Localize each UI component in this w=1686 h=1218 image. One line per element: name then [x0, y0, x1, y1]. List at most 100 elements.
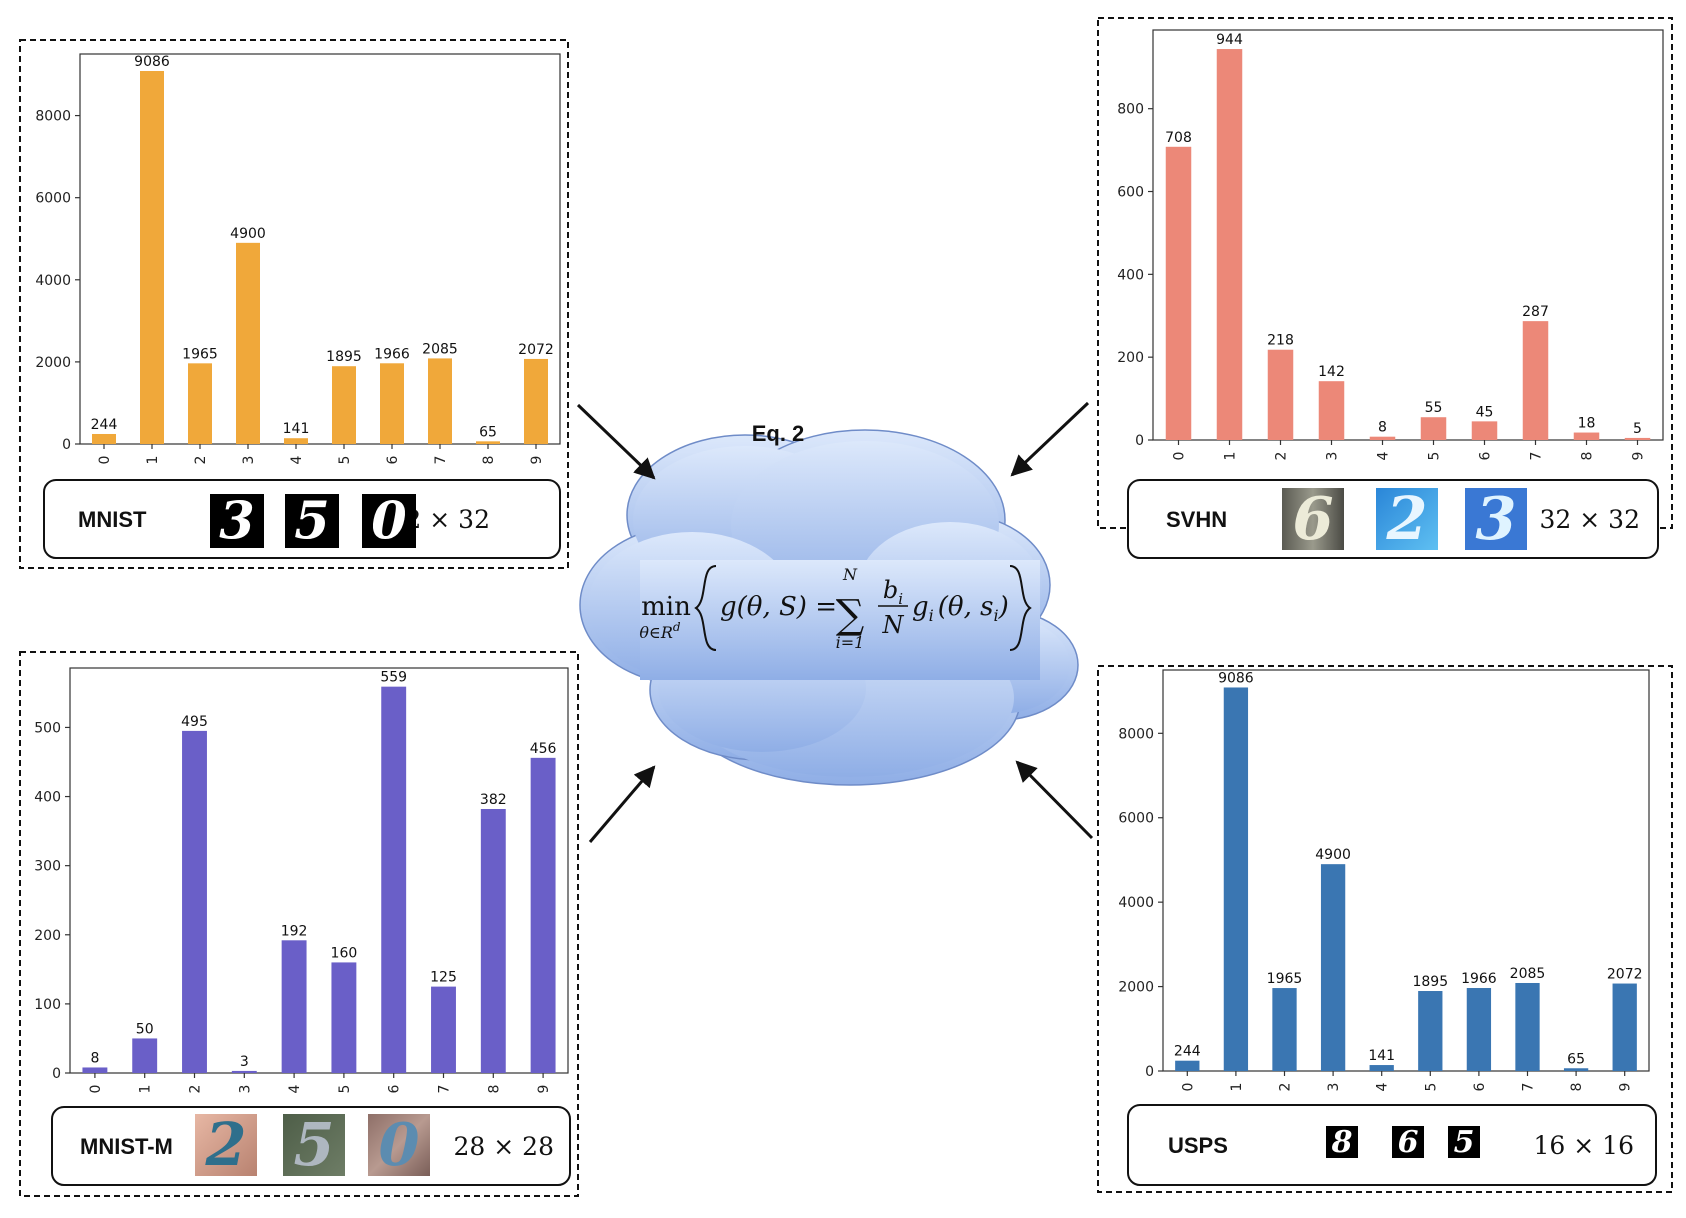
data-label: 2085 [422, 341, 458, 357]
panel-frame [19, 39, 569, 569]
y-tick-label: 500 [34, 720, 61, 736]
thumbnail-background [1376, 488, 1438, 550]
x-tick-label: 8 [1569, 1083, 1585, 1092]
eq-left-brace [694, 565, 717, 651]
x-tick-label: 6 [1472, 1082, 1488, 1091]
data-label: 1895 [1412, 974, 1448, 990]
data-label: 65 [479, 424, 497, 440]
y-tick-label: 0 [1145, 1064, 1154, 1080]
x-tick-label: 5 [337, 1085, 353, 1094]
thumbnail-background [285, 494, 339, 548]
bar-5 [1420, 417, 1447, 440]
y-tick-label: 100 [34, 997, 61, 1013]
sample-thumbnail: 0 [362, 491, 416, 551]
x-tick-label: 9 [1631, 452, 1647, 461]
thumbnail-digit: 6 [1398, 1125, 1419, 1160]
sample-thumbnail: 0 [368, 1110, 430, 1179]
data-label: 4900 [230, 226, 266, 242]
bar-5 [332, 366, 356, 444]
x-tick-label: 8 [486, 1085, 502, 1094]
x-tick-label: 2 [1278, 1083, 1294, 1092]
sample-thumbnail: 2 [1376, 484, 1438, 553]
y-tick-label: 6000 [35, 191, 71, 207]
x-tick-label: 0 [1180, 1083, 1196, 1092]
eq-label: Eq. 2 [752, 421, 805, 446]
thumbnail-background [1326, 1126, 1358, 1158]
x-tick-label: 9 [1618, 1083, 1634, 1092]
bar-3 [236, 242, 260, 444]
thumbnail-digit: 2 [204, 1110, 246, 1179]
bar-8 [480, 808, 506, 1073]
data-label: 3 [240, 1054, 249, 1070]
bar-1 [1216, 49, 1243, 440]
y-tick-label: 200 [1117, 350, 1144, 366]
data-label: 8 [1378, 420, 1387, 436]
bar-2 [1272, 988, 1297, 1071]
bar-9 [530, 757, 556, 1073]
data-label: 192 [281, 923, 308, 939]
x-tick-label: 5 [1427, 452, 1443, 461]
bar-4 [281, 940, 307, 1073]
thumbnail-digit: 5 [294, 491, 330, 551]
data-label: 5 [1633, 421, 1642, 437]
data-label: 218 [1267, 333, 1294, 349]
dataset-label-box: MNIST 32 × 323 5 0 [43, 479, 561, 559]
data-label: 244 [91, 417, 118, 433]
bar-5 [331, 962, 357, 1073]
sample-thumbnail: 8 [1326, 1125, 1358, 1160]
bar-7 [1522, 321, 1549, 440]
x-tick-label: 9 [529, 456, 545, 465]
data-label: 287 [1522, 304, 1549, 320]
bar-7 [431, 986, 456, 1073]
bar-9 [1624, 437, 1651, 440]
bar-8 [476, 441, 500, 444]
x-tick-label: 5 [337, 456, 353, 465]
x-tick-label: 4 [1375, 1082, 1391, 1091]
data-label: 495 [181, 714, 208, 730]
sample-thumbnail: 5 [285, 491, 339, 551]
thumbnail-background [1465, 488, 1527, 550]
x-tick-label: 2 [1274, 452, 1290, 461]
bar-5 [1418, 991, 1443, 1071]
panel-mnist: 0200040006000800024409086119652490031414… [19, 39, 569, 569]
y-tick-label: 400 [1117, 267, 1144, 283]
data-label: 125 [430, 970, 457, 986]
data-label: 1965 [1267, 971, 1303, 987]
eq-rhs: gi (θ, si) [912, 592, 1009, 625]
client-panels: 0200040006000800024409086119652490031414… [19, 17, 1673, 1197]
x-tick-label: 6 [1478, 451, 1494, 460]
bar-9 [1612, 983, 1637, 1071]
bar-2 [182, 730, 207, 1073]
y-tick-label: 200 [34, 928, 61, 944]
data-label: 559 [380, 670, 407, 686]
data-label: 2072 [518, 342, 554, 358]
panel-usps: 0 2000 4000 6000 8000 244 0 9086 1 1965 2 4900 3 141 4… [1097, 665, 1673, 1193]
data-label: 160 [331, 945, 358, 961]
y-tick-label: 600 [1117, 185, 1144, 201]
y-tick-label: 4000 [1118, 895, 1154, 911]
data-label: 244 [1174, 1044, 1201, 1060]
server-cloud: Eq. 2 min θ∈Rd g(θ, S) = N ∑ i=1 bi N gi… [579, 421, 1079, 786]
dataset-name: MNIST-M [80, 1134, 173, 1159]
sample-thumbnail: 3 [1465, 484, 1527, 553]
data-label: 8 [90, 1050, 99, 1066]
x-tick-label: 2 [193, 456, 209, 465]
eq-sum-top: N [842, 565, 858, 584]
data-label: 708 [1165, 130, 1192, 146]
bar-3 [231, 1070, 257, 1073]
eq-sum-sign: ∑ [836, 592, 865, 638]
thumbnail-digit: 5 [1454, 1125, 1475, 1160]
thumbnail-background [283, 1114, 345, 1176]
x-tick-label: 0 [97, 456, 113, 465]
data-label: 141 [1368, 1048, 1395, 1064]
x-tick-label: 8 [481, 456, 497, 465]
bar-2 [1267, 349, 1294, 440]
x-tick-label: 3 [241, 456, 257, 465]
data-label: 9086 [134, 54, 170, 70]
bar-1 [132, 1038, 158, 1073]
bar-6 [380, 363, 404, 444]
x-tick-label: 2 [188, 1085, 204, 1094]
eq-min: min [641, 592, 691, 622]
bar-chart-usps: 0 2000 4000 6000 8000 244 0 9086 1 1965 2 4900 3 141 4… [1118, 669, 1650, 1092]
